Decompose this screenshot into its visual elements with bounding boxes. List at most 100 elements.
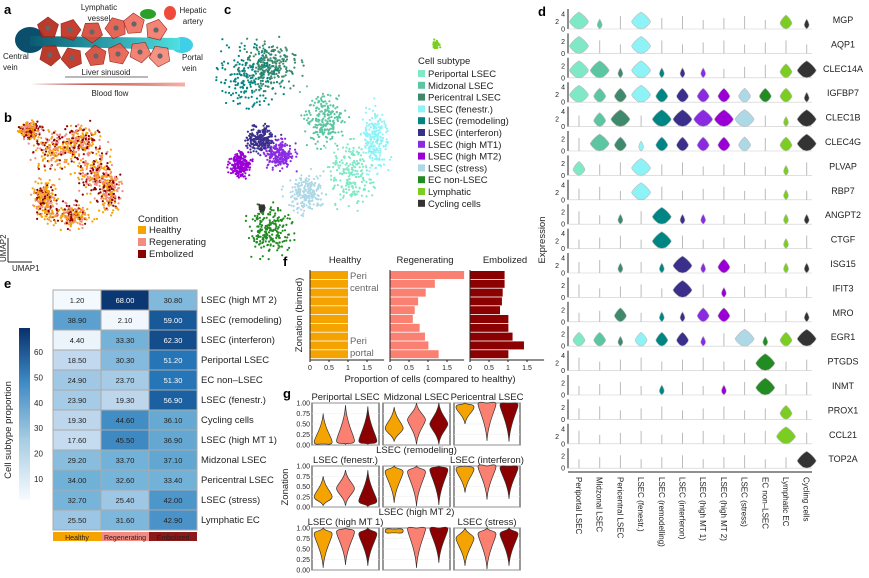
- heatmap-row-label: Cycling cells: [201, 415, 254, 426]
- umap-point: [77, 148, 80, 151]
- umap-point: [293, 57, 296, 60]
- umap-point: [300, 114, 303, 117]
- umap-point: [260, 135, 263, 138]
- umap-point: [344, 163, 347, 166]
- umap-point: [317, 184, 320, 187]
- umap-point: [260, 57, 263, 60]
- umap-point: [97, 177, 100, 180]
- umap-point: [259, 235, 262, 238]
- umap-point: [27, 124, 30, 127]
- umap-point: [354, 186, 358, 189]
- umap-point: [373, 150, 376, 153]
- y-tick: 4: [561, 353, 565, 360]
- umap-point: [347, 150, 351, 153]
- umap-point: [51, 141, 54, 144]
- umap-point: [260, 84, 263, 87]
- umap-point: [24, 125, 27, 128]
- umap-point: [297, 182, 300, 185]
- umap-point: [243, 74, 246, 77]
- umap-point: [69, 221, 73, 224]
- heatmap-value: 4.40: [70, 336, 85, 345]
- umap-point: [85, 132, 88, 135]
- umap-point: [378, 163, 382, 166]
- heatmap-value: 19.30: [116, 396, 135, 405]
- umap-point: [260, 59, 263, 62]
- umap-point: [60, 207, 63, 210]
- umap-point: [284, 236, 287, 239]
- umap-point: [233, 59, 236, 62]
- umap-point: [43, 197, 47, 200]
- violin-mark: [631, 11, 651, 30]
- umap-point: [101, 181, 104, 185]
- umap-point: [89, 176, 92, 179]
- umap-point: [267, 163, 270, 166]
- umap-point: [258, 135, 261, 138]
- umap-point: [110, 184, 113, 187]
- umap-point: [68, 214, 71, 217]
- f-tick-label: 1.5: [522, 365, 532, 372]
- x-tick-label: LSEC (high MT 2): [719, 477, 728, 541]
- umap-point: [83, 164, 87, 167]
- umap-point: [261, 69, 264, 72]
- umap-point: [107, 193, 110, 196]
- umap-point: [359, 154, 363, 157]
- umap-point: [274, 57, 277, 60]
- umap-point: [371, 156, 374, 160]
- umap-point: [247, 58, 250, 61]
- violin-mark: [572, 331, 586, 347]
- umap-point: [281, 218, 284, 221]
- umap-point: [64, 128, 67, 131]
- umap-point: [56, 158, 59, 161]
- umap-point: [227, 171, 230, 174]
- violin-mark: [634, 331, 648, 347]
- umap-point: [248, 168, 251, 171]
- umap-point: [379, 135, 382, 138]
- umap-point: [51, 136, 54, 139]
- umap-point: [47, 197, 50, 200]
- umap-point: [48, 202, 52, 205]
- violin-mark: [569, 60, 589, 79]
- umap-point: [278, 160, 281, 163]
- umap-point: [364, 188, 367, 191]
- umap-point: [253, 42, 256, 46]
- umap-point: [276, 249, 279, 252]
- umap-point: [89, 137, 92, 140]
- umap-point: [279, 146, 282, 149]
- umap-point: [320, 128, 323, 131]
- umap-point: [314, 130, 318, 134]
- x-tick-label: Midzonal LSEC: [595, 477, 604, 532]
- umap-point: [260, 204, 263, 207]
- umap-point: [333, 184, 336, 187]
- umap-point: [51, 132, 54, 135]
- umap-point: [303, 204, 306, 208]
- violin-mark: [779, 136, 793, 152]
- umap-point: [278, 153, 281, 156]
- umap-point: [88, 142, 91, 145]
- umap-point: [88, 183, 91, 186]
- bar: [310, 341, 348, 350]
- bar: [390, 323, 420, 332]
- umap-point: [287, 233, 291, 236]
- umap-point: [279, 209, 282, 212]
- colorbar-tick: 60: [34, 348, 43, 357]
- umap-point: [37, 130, 40, 133]
- umap-point: [344, 150, 347, 153]
- umap-point: [294, 151, 297, 154]
- umap-point: [364, 151, 367, 155]
- heatmap-row-label: Lymphatic EC: [201, 515, 260, 526]
- umap-point: [76, 208, 79, 211]
- legend-swatch: [418, 70, 425, 77]
- violin-mark: [803, 213, 810, 225]
- umap-point: [302, 64, 305, 67]
- umap-point: [66, 138, 69, 141]
- umap-point: [255, 143, 258, 147]
- umap-point: [316, 147, 319, 150]
- umap-point: [301, 74, 304, 77]
- umap-point: [56, 149, 60, 152]
- umap-point: [348, 188, 351, 191]
- umap-point: [298, 191, 302, 194]
- umap-point: [271, 87, 274, 90]
- umap-point: [34, 180, 37, 183]
- umap-point: [293, 193, 296, 196]
- umap-point: [341, 134, 344, 137]
